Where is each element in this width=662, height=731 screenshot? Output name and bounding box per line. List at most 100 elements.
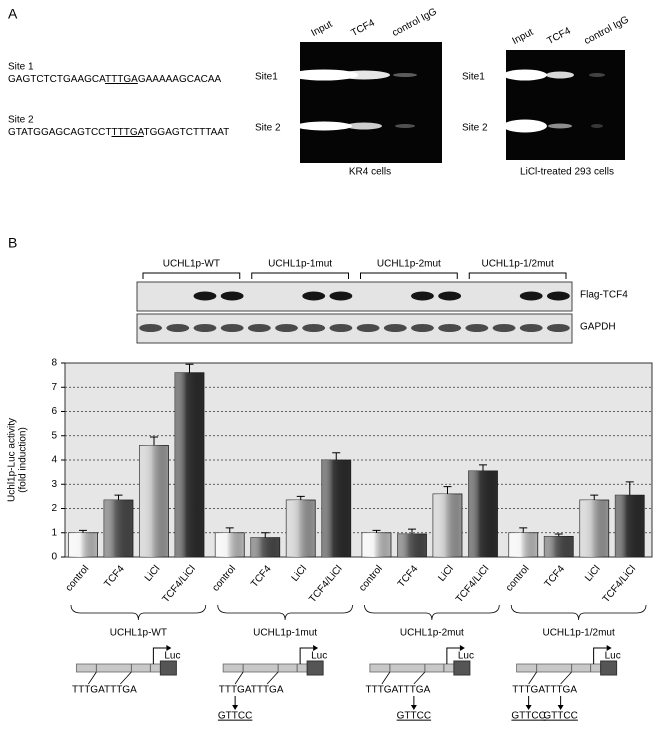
- sequence-part: TGGAGTCTTTAAT: [144, 127, 230, 138]
- blot-band: [546, 291, 570, 301]
- bar-shade: [215, 532, 245, 557]
- blot-band: [193, 291, 217, 301]
- gel-band: [589, 73, 605, 77]
- site-sequence: GTATGGAGCAGTCCTTTTGATGGAGTCTTTAAT: [8, 127, 229, 138]
- x-tick-label: TCF4: [102, 563, 127, 590]
- sequence-part: TTTGA: [112, 127, 145, 138]
- error-bar: [225, 527, 234, 533]
- x-tick-label: control: [210, 564, 238, 594]
- blot-band: [247, 324, 271, 332]
- error-bar: [261, 532, 270, 538]
- x-tick-label: LiCl: [436, 564, 456, 584]
- site-pointer: [234, 671, 244, 685]
- site-name: Site 1: [8, 62, 34, 73]
- lane-label: control IgG: [390, 6, 439, 39]
- error-bar: [296, 495, 305, 501]
- mutant-label: GTTCC: [543, 711, 577, 722]
- luc-box: [453, 660, 471, 676]
- bar-shade: [139, 445, 169, 557]
- blot-bracket: [251, 272, 349, 279]
- blot-band: [438, 291, 462, 301]
- tss-arrow: [446, 647, 460, 664]
- y-tick-label: 4: [51, 455, 57, 466]
- y-tick-label: 5: [51, 430, 57, 441]
- gel-band: [546, 71, 574, 79]
- group-brace: [217, 604, 353, 621]
- site-label: TTTGA: [544, 685, 577, 696]
- gel-band: [296, 121, 352, 131]
- error-bar: [443, 486, 452, 494]
- tss-arrowhead: [459, 645, 465, 651]
- error-bar: [79, 529, 87, 533]
- gel-band: [548, 123, 572, 129]
- blot-bracket: [142, 272, 241, 279]
- x-tick-label: TCF4: [543, 563, 568, 590]
- error-bar: [408, 528, 416, 534]
- bar-shade: [175, 372, 204, 557]
- group-label: UCHL1p-2mut: [400, 628, 464, 639]
- reporter-label: Luc: [164, 651, 180, 662]
- y-tick-label: 2: [51, 503, 57, 514]
- blot-band: [492, 324, 516, 332]
- sequence-part: TTTGA: [105, 74, 138, 85]
- x-tick-label: TCF4/LiCl: [601, 564, 638, 606]
- lane-label: TCF4: [545, 25, 573, 47]
- x-tick-label: LiCl: [290, 564, 310, 584]
- error-bar: [185, 363, 194, 373]
- bar-shade: [579, 500, 609, 557]
- promoter: [369, 663, 455, 673]
- reporter-label: Luc: [311, 651, 327, 662]
- gel-band: [591, 124, 603, 128]
- gel-caption: KR4 cells: [349, 167, 391, 178]
- sequence-part: GAAAAAGCACAA: [138, 74, 222, 85]
- x-tick-label: control: [64, 564, 92, 594]
- site-pointer: [266, 671, 279, 685]
- blot-group-label: UCHL1p-1/2mut: [481, 259, 553, 270]
- promoter: [516, 663, 602, 673]
- bar-shade: [362, 532, 391, 557]
- site-label: TTTGA: [512, 685, 545, 696]
- y-tick-label: 7: [51, 382, 57, 393]
- error-bar: [554, 533, 563, 537]
- blot-band: [356, 324, 380, 332]
- blot-band: [139, 324, 163, 332]
- luc-box: [159, 660, 177, 676]
- bar-shade: [508, 532, 538, 557]
- bar-shade: [286, 500, 316, 557]
- x-tick-label: TCF4/LiCl: [454, 564, 491, 606]
- promoter: [222, 663, 308, 673]
- y-tick-label: 3: [51, 479, 57, 490]
- y-axis-label: Uchl1p-Luc activity: [7, 418, 18, 502]
- gel-band: [290, 69, 358, 81]
- row-label: Site 2: [462, 123, 488, 134]
- mutant-label: GTTCC: [511, 711, 545, 722]
- blot-band: [411, 291, 434, 301]
- sequence-part: GAGTCTCTGAAGCA: [8, 74, 106, 85]
- blot-band: [220, 291, 244, 301]
- site-pointer: [413, 671, 426, 685]
- tss-arrowhead: [606, 645, 612, 651]
- error-bar: [332, 452, 341, 460]
- mutation-arrowhead: [232, 705, 239, 710]
- x-tick-label: TCF4/LiCl: [160, 564, 197, 606]
- blot-band: [383, 324, 407, 332]
- site-label: TTTGA: [104, 685, 137, 696]
- blot-group-label: UCHL1p-2mut: [377, 259, 441, 270]
- group-label: UCHL1p-1/2mut: [542, 628, 614, 639]
- mutation-arrowhead: [525, 705, 532, 710]
- group-brace: [510, 604, 647, 621]
- error-bar: [625, 481, 634, 496]
- gel-band: [393, 73, 417, 77]
- x-tick-label: control: [504, 564, 532, 594]
- mutation-arrowhead: [410, 705, 417, 710]
- group-brace: [364, 604, 500, 621]
- blot-band: [166, 324, 190, 332]
- site-label: TTTGA: [397, 685, 430, 696]
- group-label: UCHL1p-WT: [110, 628, 167, 639]
- tss-arrow: [152, 647, 167, 664]
- bar-shade: [68, 532, 98, 557]
- gel-band: [338, 70, 390, 80]
- bar-shade: [615, 495, 645, 557]
- gel-band: [395, 124, 415, 128]
